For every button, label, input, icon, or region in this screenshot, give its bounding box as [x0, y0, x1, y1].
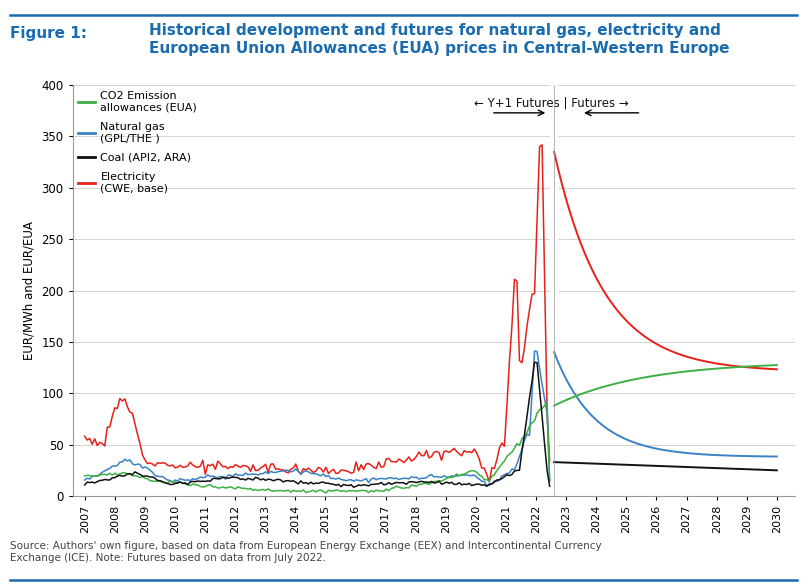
Text: Historical development and futures for natural gas, electricity and: Historical development and futures for n… [149, 23, 721, 39]
Text: Figure 1:: Figure 1: [10, 26, 86, 42]
Legend: CO2 Emission
allowances (EUA), Natural gas
(GPL/THE ), Coal (API2, ARA), Electri: CO2 Emission allowances (EUA), Natural g… [78, 90, 197, 194]
Y-axis label: EUR/MWh and EUR/EUA: EUR/MWh and EUR/EUA [23, 221, 36, 360]
Text: ← Y+1 Futures | Futures →: ← Y+1 Futures | Futures → [474, 97, 629, 110]
Text: European Union Allowances (EUA) prices in Central-Western Europe: European Union Allowances (EUA) prices i… [149, 41, 730, 56]
Text: Source: Authors' own figure, based on data from European Energy Exchange (EEX) a: Source: Authors' own figure, based on da… [10, 541, 601, 563]
